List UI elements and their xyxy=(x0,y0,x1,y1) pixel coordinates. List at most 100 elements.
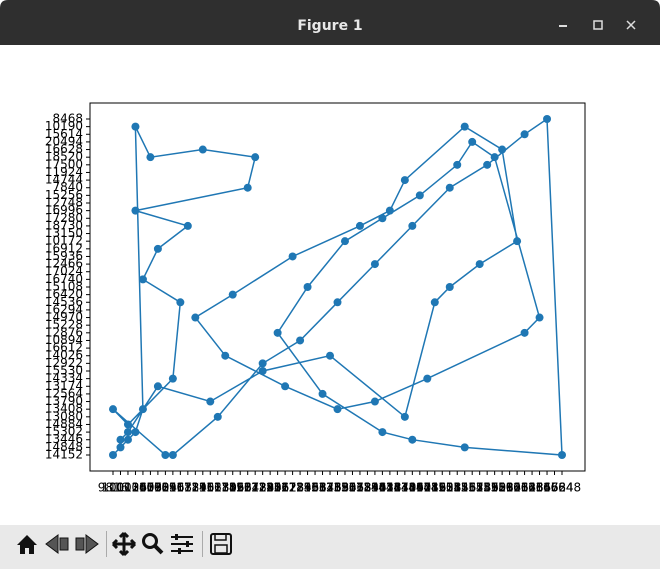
data-point xyxy=(206,397,215,406)
x-tick-label: 16148 xyxy=(505,481,543,495)
maximize-button[interactable] xyxy=(593,20,603,30)
y-tick-label: 14026 xyxy=(45,348,83,362)
x-tick-label: 11964 xyxy=(221,481,259,495)
pan-button[interactable] xyxy=(111,531,137,557)
data-point xyxy=(281,382,290,391)
y-tick-label: 12466 xyxy=(45,257,83,271)
x-tick-label: 14386 xyxy=(386,481,424,495)
data-point xyxy=(400,176,409,185)
x-tick-label: 13288 xyxy=(311,481,349,495)
data-point xyxy=(378,214,387,223)
data-point xyxy=(288,252,297,261)
y-tick-label: 14334 xyxy=(45,371,83,385)
data-point xyxy=(153,244,162,253)
data-point xyxy=(408,221,417,230)
y-tick-label: 17500 xyxy=(45,157,83,171)
data-point xyxy=(213,412,222,421)
x-tick-label: 12406 xyxy=(251,481,289,495)
x-tick-label: 11858 xyxy=(214,481,252,495)
x-tick-label: 14270 xyxy=(378,481,416,495)
x-tick-label: 11630 xyxy=(199,481,237,495)
x-tick-label: 14058 xyxy=(363,481,401,495)
data-point xyxy=(131,428,140,437)
y-tick-label: 14884 xyxy=(45,417,83,431)
y-tick-label: 10894 xyxy=(45,333,83,347)
data-point xyxy=(543,115,552,123)
x-tick-label: 9816 xyxy=(98,481,129,495)
y-tick-label: 20494 xyxy=(45,134,83,148)
close-button[interactable] xyxy=(626,20,636,30)
y-tick-label: 16628 xyxy=(45,142,83,156)
x-tick-label: 11072 xyxy=(161,481,199,495)
data-point xyxy=(123,428,132,437)
x-tick-label: 13618 xyxy=(333,481,371,495)
data-point xyxy=(453,160,462,169)
data-point xyxy=(221,351,230,360)
forward-button[interactable] xyxy=(75,534,99,554)
y-tick-label: 17280 xyxy=(45,211,83,225)
y-tick-label: 8468 xyxy=(52,112,83,126)
x-tick-label: 10968 xyxy=(154,481,192,495)
y-tick-label: 13408 xyxy=(45,402,83,416)
x-tick-label: 10012 xyxy=(101,481,139,495)
x-tick-label: 13836 xyxy=(348,481,386,495)
back-button[interactable] xyxy=(45,534,69,554)
x-tick-label: 15814 xyxy=(483,481,521,495)
data-point xyxy=(123,420,132,429)
x-tick-label: 15374 xyxy=(453,481,491,495)
x-tick-label: 14604 xyxy=(401,481,439,495)
y-tick-label: 18730 xyxy=(45,218,83,232)
data-point xyxy=(153,382,162,391)
x-tick-label: 10856 xyxy=(146,481,184,495)
x-tick-label: 10126 xyxy=(109,481,147,495)
x-tick-label: 10478 xyxy=(124,481,162,495)
title-bar xyxy=(0,0,660,45)
data-point xyxy=(475,260,484,269)
x-tick-label: 13176 xyxy=(303,481,341,495)
y-tick-label: 7840 xyxy=(52,180,83,194)
home-button[interactable] xyxy=(17,535,37,554)
data-point xyxy=(318,389,327,398)
minimize-button[interactable] xyxy=(559,25,567,27)
x-tick-label: 12072 xyxy=(229,481,267,495)
data-point xyxy=(258,367,267,375)
x-tick-label: 14492 xyxy=(393,481,431,495)
x-tick-label: 12958 xyxy=(288,481,326,495)
x-tick-label: 15156 xyxy=(438,481,476,495)
configure-button[interactable] xyxy=(171,534,193,554)
data-point xyxy=(258,359,267,368)
data-point xyxy=(370,397,379,406)
data-point xyxy=(370,260,379,269)
data-point xyxy=(445,283,454,291)
y-tick-label: 10190 xyxy=(45,119,83,133)
save-button[interactable] xyxy=(210,533,232,555)
y-tick-label: 16612 xyxy=(45,341,83,355)
data-point xyxy=(333,405,342,414)
data-point xyxy=(326,351,335,360)
x-tick-label: 14164 xyxy=(371,481,409,495)
y-tick-label: 14152 xyxy=(45,448,83,462)
data-point xyxy=(243,183,252,192)
y-tick-label: 12564 xyxy=(45,386,83,400)
y-tick-label: 14536 xyxy=(45,295,83,309)
data-point xyxy=(251,153,260,162)
y-tick-label: 15228 xyxy=(45,318,83,332)
x-tick-label: 15592 xyxy=(468,481,506,495)
y-tick-label: 16420 xyxy=(45,287,83,301)
y-tick-label: 15108 xyxy=(45,280,83,294)
zoom-button[interactable] xyxy=(142,533,164,555)
x-tick-label: 16584 xyxy=(535,481,573,495)
x-tick-label: 14716 xyxy=(408,481,446,495)
window-title: Figure 1 xyxy=(297,18,362,34)
x-tick-label: 13064 xyxy=(296,481,334,495)
data-point xyxy=(191,313,200,322)
data-point xyxy=(146,153,155,162)
data-point xyxy=(198,145,207,154)
toolbar xyxy=(0,525,660,569)
x-tick-label: 11518 xyxy=(191,481,229,495)
y-tick-label: 15614 xyxy=(45,127,83,141)
data-point xyxy=(385,206,394,215)
data-point xyxy=(131,122,140,131)
x-tick-label: 15486 xyxy=(461,481,499,495)
